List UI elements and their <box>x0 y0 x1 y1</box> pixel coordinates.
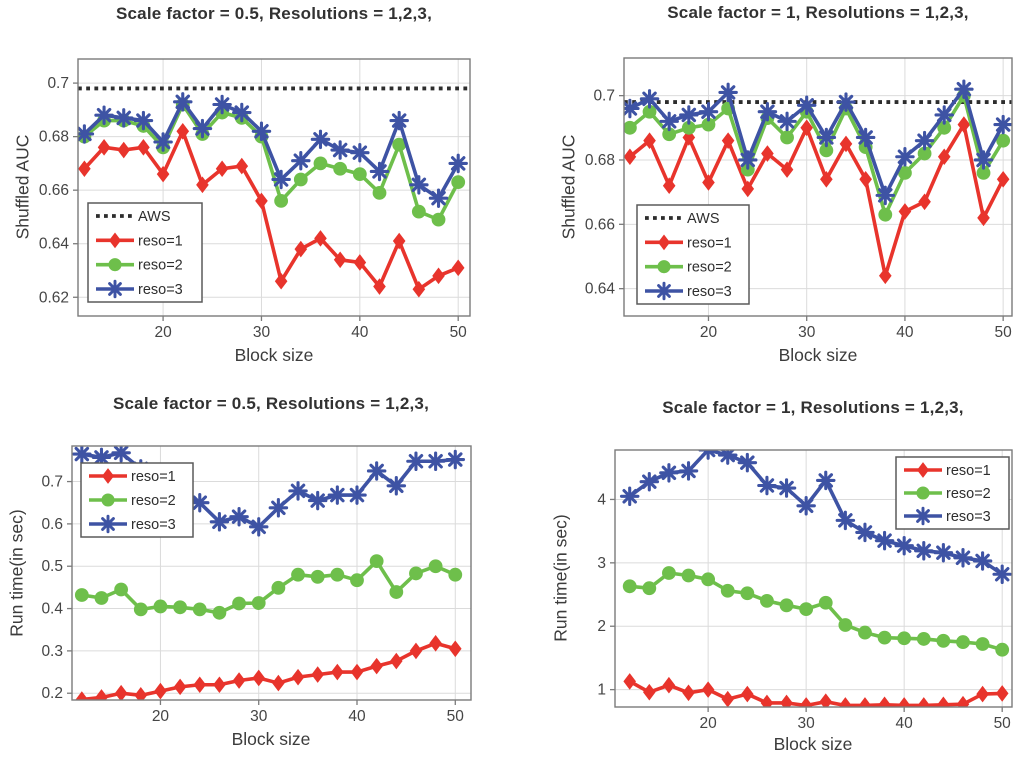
series-reso-2 <box>74 554 463 620</box>
legend-label: reso=2 <box>687 260 732 276</box>
legend-label: reso=3 <box>138 282 183 298</box>
svg-text:50: 50 <box>994 715 1012 732</box>
legend-label: AWS <box>138 209 171 225</box>
svg-text:30: 30 <box>798 324 816 341</box>
legend-label: reso=3 <box>131 517 176 533</box>
chart-top-right: 20 30 40 50 0.64 0.66 0.68 0.7 AWS reso=1 reso=2 re… <box>585 57 1013 341</box>
x-axis-label-top-right: Block size <box>778 345 858 365</box>
svg-text:20: 20 <box>699 715 717 732</box>
svg-text:0.68: 0.68 <box>585 152 615 169</box>
legend-label: reso=2 <box>946 486 991 502</box>
legend: AWS reso=1 reso=2 reso=3 <box>87 202 203 303</box>
x-axis-label-bottom-left: Block size <box>231 729 311 749</box>
svg-text:20: 20 <box>700 324 718 341</box>
tick-labels: 20 30 40 50 1 2 3 4 <box>597 491 1011 732</box>
svg-text:0.62: 0.62 <box>39 289 69 306</box>
svg-text:50: 50 <box>447 708 465 725</box>
series-reso-2 <box>622 566 1010 657</box>
series-reso-3 <box>78 92 468 208</box>
plot-border <box>71 445 472 701</box>
data-area <box>624 79 1012 285</box>
data-area <box>619 450 1012 707</box>
legend-label: reso=2 <box>138 258 183 274</box>
legend-label: reso=1 <box>687 235 732 251</box>
legend: AWS reso=1 reso=2 reso=3 <box>636 204 750 305</box>
tick-labels: 20 30 40 50 0.62 0.64 0.66 0.68 0.7 <box>39 75 467 341</box>
svg-text:50: 50 <box>995 324 1013 341</box>
plot-title-top-left: Scale factor = 0.5, Resolutions = 1,2,3, <box>115 4 433 23</box>
svg-text:40: 40 <box>351 324 369 341</box>
legend-label: reso=1 <box>131 469 176 485</box>
legend: reso=1 reso=2 reso=3 <box>895 456 1010 530</box>
svg-text:0.4: 0.4 <box>41 601 63 618</box>
plot-border <box>77 58 471 317</box>
x-axis-label-top-left: Block size <box>234 345 314 365</box>
tick-labels: 20 30 40 50 0.64 0.66 0.68 0.7 <box>585 88 1012 341</box>
legend: reso=1 reso=2 reso=3 <box>80 462 194 538</box>
svg-text:2: 2 <box>597 618 606 635</box>
series-reso-1 <box>623 673 1009 707</box>
plot-title-bottom-left: Scale factor = 0.5, Resolutions = 1,2,3, <box>112 394 430 413</box>
svg-text:3: 3 <box>597 555 606 572</box>
plot-border <box>623 57 1013 317</box>
svg-text:0.68: 0.68 <box>39 129 69 146</box>
svg-text:40: 40 <box>896 324 914 341</box>
svg-text:1: 1 <box>597 682 606 699</box>
series-reso-3 <box>619 450 1012 585</box>
svg-text:4: 4 <box>597 491 606 508</box>
svg-text:0.66: 0.66 <box>585 216 615 233</box>
svg-text:30: 30 <box>250 708 268 725</box>
plot-title-bottom-right: Scale factor = 1, Resolutions = 1,2,3, <box>662 398 964 417</box>
svg-text:0.66: 0.66 <box>39 182 69 199</box>
svg-text:30: 30 <box>798 715 816 732</box>
plot-title-top-right: Scale factor = 1, Resolutions = 1,2,3, <box>667 3 969 22</box>
svg-text:0.64: 0.64 <box>585 281 616 298</box>
chart-bottom-right: 20 30 40 50 1 2 3 4 reso=1 reso=2 reso=3 <box>597 449 1013 732</box>
svg-text:20: 20 <box>154 324 172 341</box>
legend-label: reso=3 <box>946 509 991 525</box>
svg-text:20: 20 <box>152 708 170 725</box>
chart-top-left: 20 30 40 50 0.62 0.64 0.66 0.68 0.7 AWS reso=1 reso… <box>39 58 471 341</box>
svg-text:0.3: 0.3 <box>41 643 63 660</box>
plot-border <box>614 449 1013 708</box>
legend-label: reso=3 <box>687 284 732 300</box>
svg-text:0.7: 0.7 <box>47 75 69 92</box>
svg-text:0.64: 0.64 <box>39 236 70 253</box>
svg-text:30: 30 <box>253 324 271 341</box>
x-axis-label-bottom-right: Block size <box>773 734 853 754</box>
series-reso-3 <box>624 79 1012 206</box>
legend-label: reso=1 <box>138 233 183 249</box>
svg-text:0.7: 0.7 <box>593 88 615 105</box>
svg-text:0.5: 0.5 <box>41 558 63 575</box>
svg-text:0.2: 0.2 <box>41 685 63 702</box>
chart-bottom-left: 20 30 40 500.20.30.40.50.60.7 reso=1reso=2re… <box>41 445 472 725</box>
legend-label: reso=2 <box>131 493 176 509</box>
svg-text:0.6: 0.6 <box>41 516 63 533</box>
svg-text:40: 40 <box>896 715 914 732</box>
legend-label: AWS <box>687 211 720 227</box>
tick-labels: 20 30 40 50 0.2 0.3 0.4 0.5 0.6 0.7 <box>41 474 464 725</box>
legend-label: reso=1 <box>946 463 991 479</box>
svg-text:40: 40 <box>348 708 366 725</box>
svg-text:50: 50 <box>450 324 468 341</box>
svg-text:0.7: 0.7 <box>41 474 63 491</box>
